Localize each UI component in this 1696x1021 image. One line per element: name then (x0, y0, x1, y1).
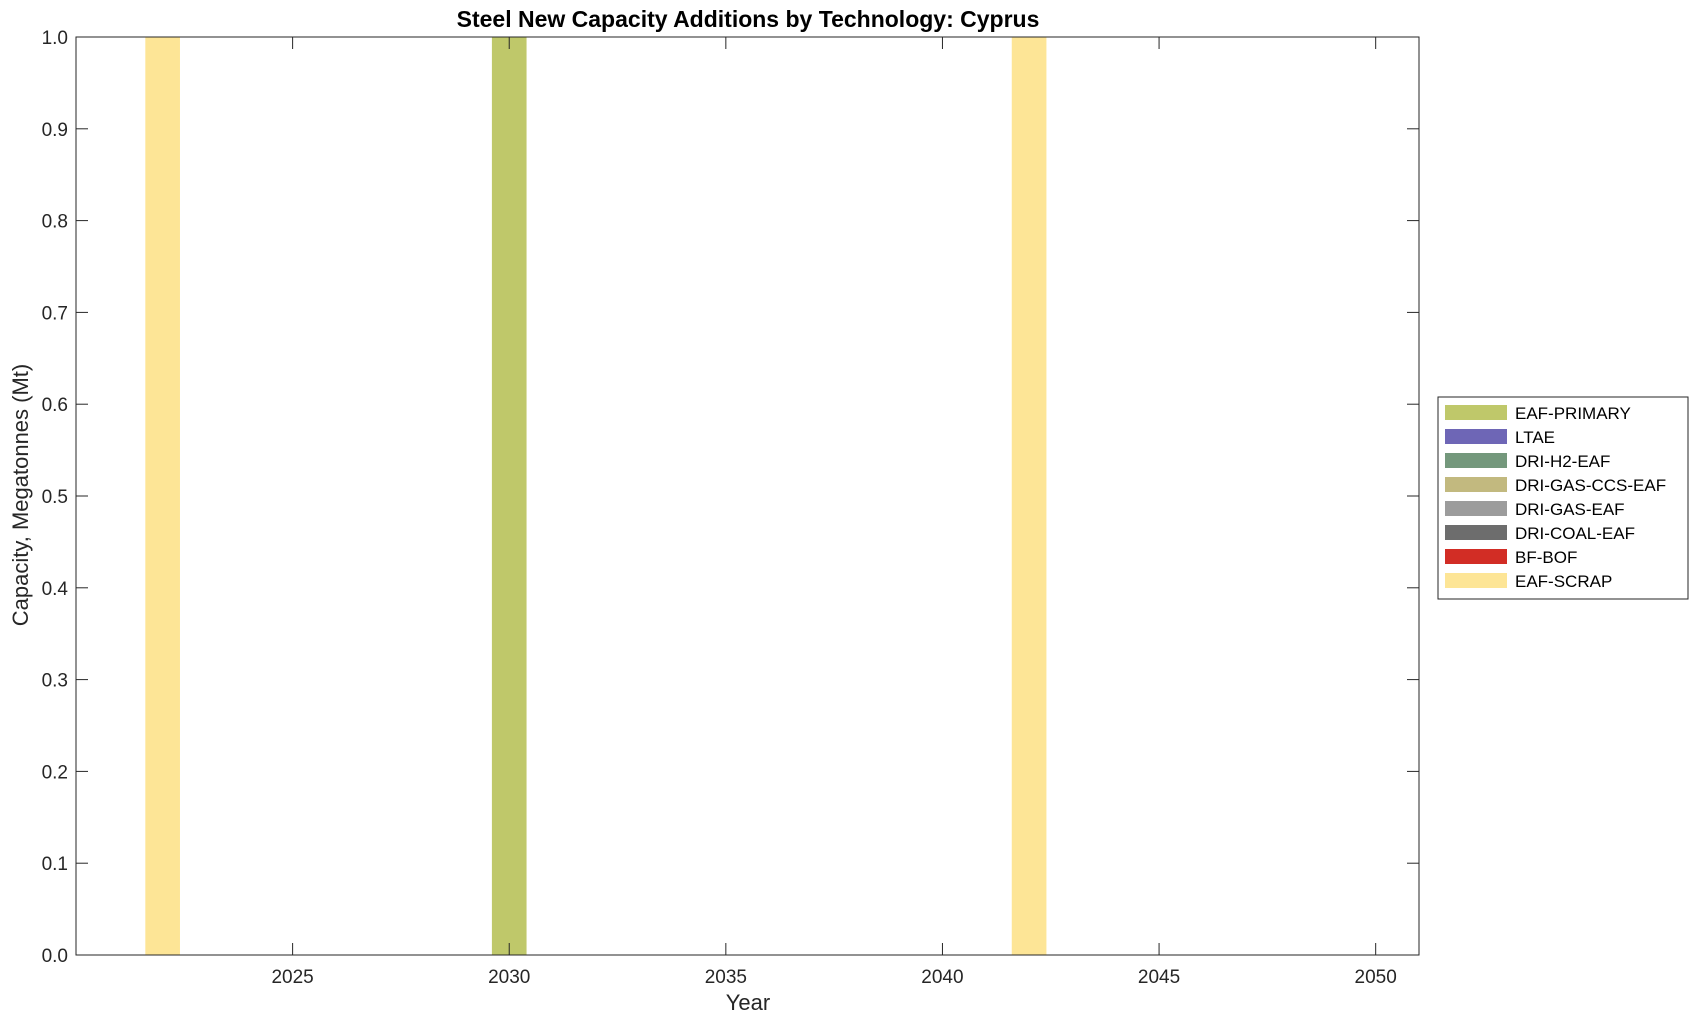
legend-swatch-eaf-primary (1445, 405, 1507, 420)
legend-swatch-dri-gas-ccs-eaf (1445, 477, 1507, 492)
bar-eaf-scrap-2022 (145, 37, 180, 955)
legend-label-dri-h2-eaf: DRI-H2-EAF (1515, 452, 1610, 471)
y-tick-label: 1.0 (42, 28, 68, 49)
legend-label-bf-bof: BF-BOF (1515, 548, 1577, 567)
y-tick-label: 0.3 (42, 671, 68, 692)
legend-label-eaf-primary: EAF-PRIMARY (1515, 404, 1631, 423)
x-axis-label: Year (726, 990, 770, 1015)
legend-box (1437, 396, 1689, 600)
y-tick-label: 0.2 (42, 762, 68, 783)
legend-label-dri-gas-eaf: DRI-GAS-EAF (1515, 500, 1625, 519)
plot-area (76, 37, 1419, 955)
x-tick-label: 2045 (1138, 967, 1180, 988)
legend-swatch-ltae (1445, 429, 1507, 444)
legend-swatch-dri-h2-eaf (1445, 453, 1507, 468)
chart-title: Steel New Capacity Additions by Technolo… (457, 6, 1040, 32)
y-tick-label: 0.4 (42, 579, 69, 600)
y-tick-label: 0.9 (42, 120, 68, 141)
y-axis-label: Capacity, Megatonnes (Mt) (8, 364, 33, 626)
x-tick-label: 2040 (921, 967, 963, 988)
legend-swatch-eaf-scrap (1445, 573, 1507, 588)
x-tick-label: 2035 (705, 967, 747, 988)
legend-label-dri-gas-ccs-eaf: DRI-GAS-CCS-EAF (1515, 476, 1666, 495)
bar-eaf-primary-2030 (491, 37, 527, 955)
y-tick-label: 0.0 (42, 946, 68, 967)
bar-eaf-scrap-2042 (1011, 37, 1047, 955)
legend-swatch-dri-gas-eaf (1445, 501, 1507, 516)
legend-swatch-bf-bof (1445, 549, 1507, 564)
y-tick-label: 0.6 (42, 395, 68, 416)
legend: EAF-PRIMARY LTAE DRI-H2-EAF DRI-GAS-CCS-EAF… (1437, 396, 1689, 600)
x-tick-label: 2025 (271, 967, 313, 988)
y-tick-label: 0.8 (42, 212, 68, 233)
legend-label-eaf-scrap: EAF-SCRAP (1515, 572, 1612, 591)
y-tick-label: 0.1 (42, 854, 68, 875)
y-tick-label: 0.5 (42, 487, 68, 508)
x-tick-label: 2030 (488, 967, 530, 988)
legend-label-dri-coal-eaf: DRI-COAL-EAF (1515, 524, 1635, 543)
y-tick-label: 0.7 (42, 303, 68, 324)
legend-label-ltae: LTAE (1515, 428, 1555, 447)
x-tick-label: 2050 (1355, 967, 1397, 988)
legend-swatch-dri-coal-eaf (1445, 525, 1507, 540)
